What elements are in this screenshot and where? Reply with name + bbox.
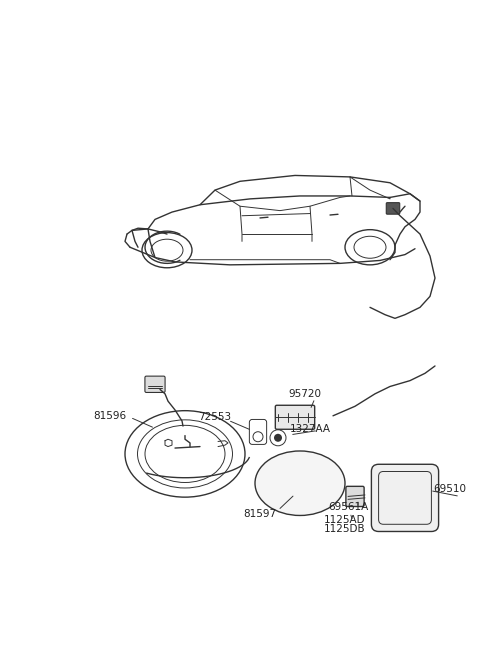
FancyBboxPatch shape bbox=[145, 376, 165, 392]
Text: 81597: 81597 bbox=[243, 509, 276, 519]
FancyBboxPatch shape bbox=[276, 405, 315, 429]
Circle shape bbox=[274, 434, 282, 441]
Text: 1327AA: 1327AA bbox=[289, 424, 331, 434]
Text: 69561A: 69561A bbox=[328, 502, 368, 512]
Text: 1125AD: 1125AD bbox=[324, 515, 366, 525]
FancyBboxPatch shape bbox=[386, 202, 400, 214]
Text: 69510: 69510 bbox=[433, 484, 467, 494]
Text: 95720: 95720 bbox=[288, 389, 322, 399]
Text: 1125DB: 1125DB bbox=[324, 523, 366, 534]
Text: 72553: 72553 bbox=[198, 412, 231, 422]
Text: 81596: 81596 bbox=[94, 411, 127, 421]
FancyBboxPatch shape bbox=[372, 464, 439, 531]
FancyBboxPatch shape bbox=[346, 486, 364, 506]
Ellipse shape bbox=[255, 451, 345, 515]
